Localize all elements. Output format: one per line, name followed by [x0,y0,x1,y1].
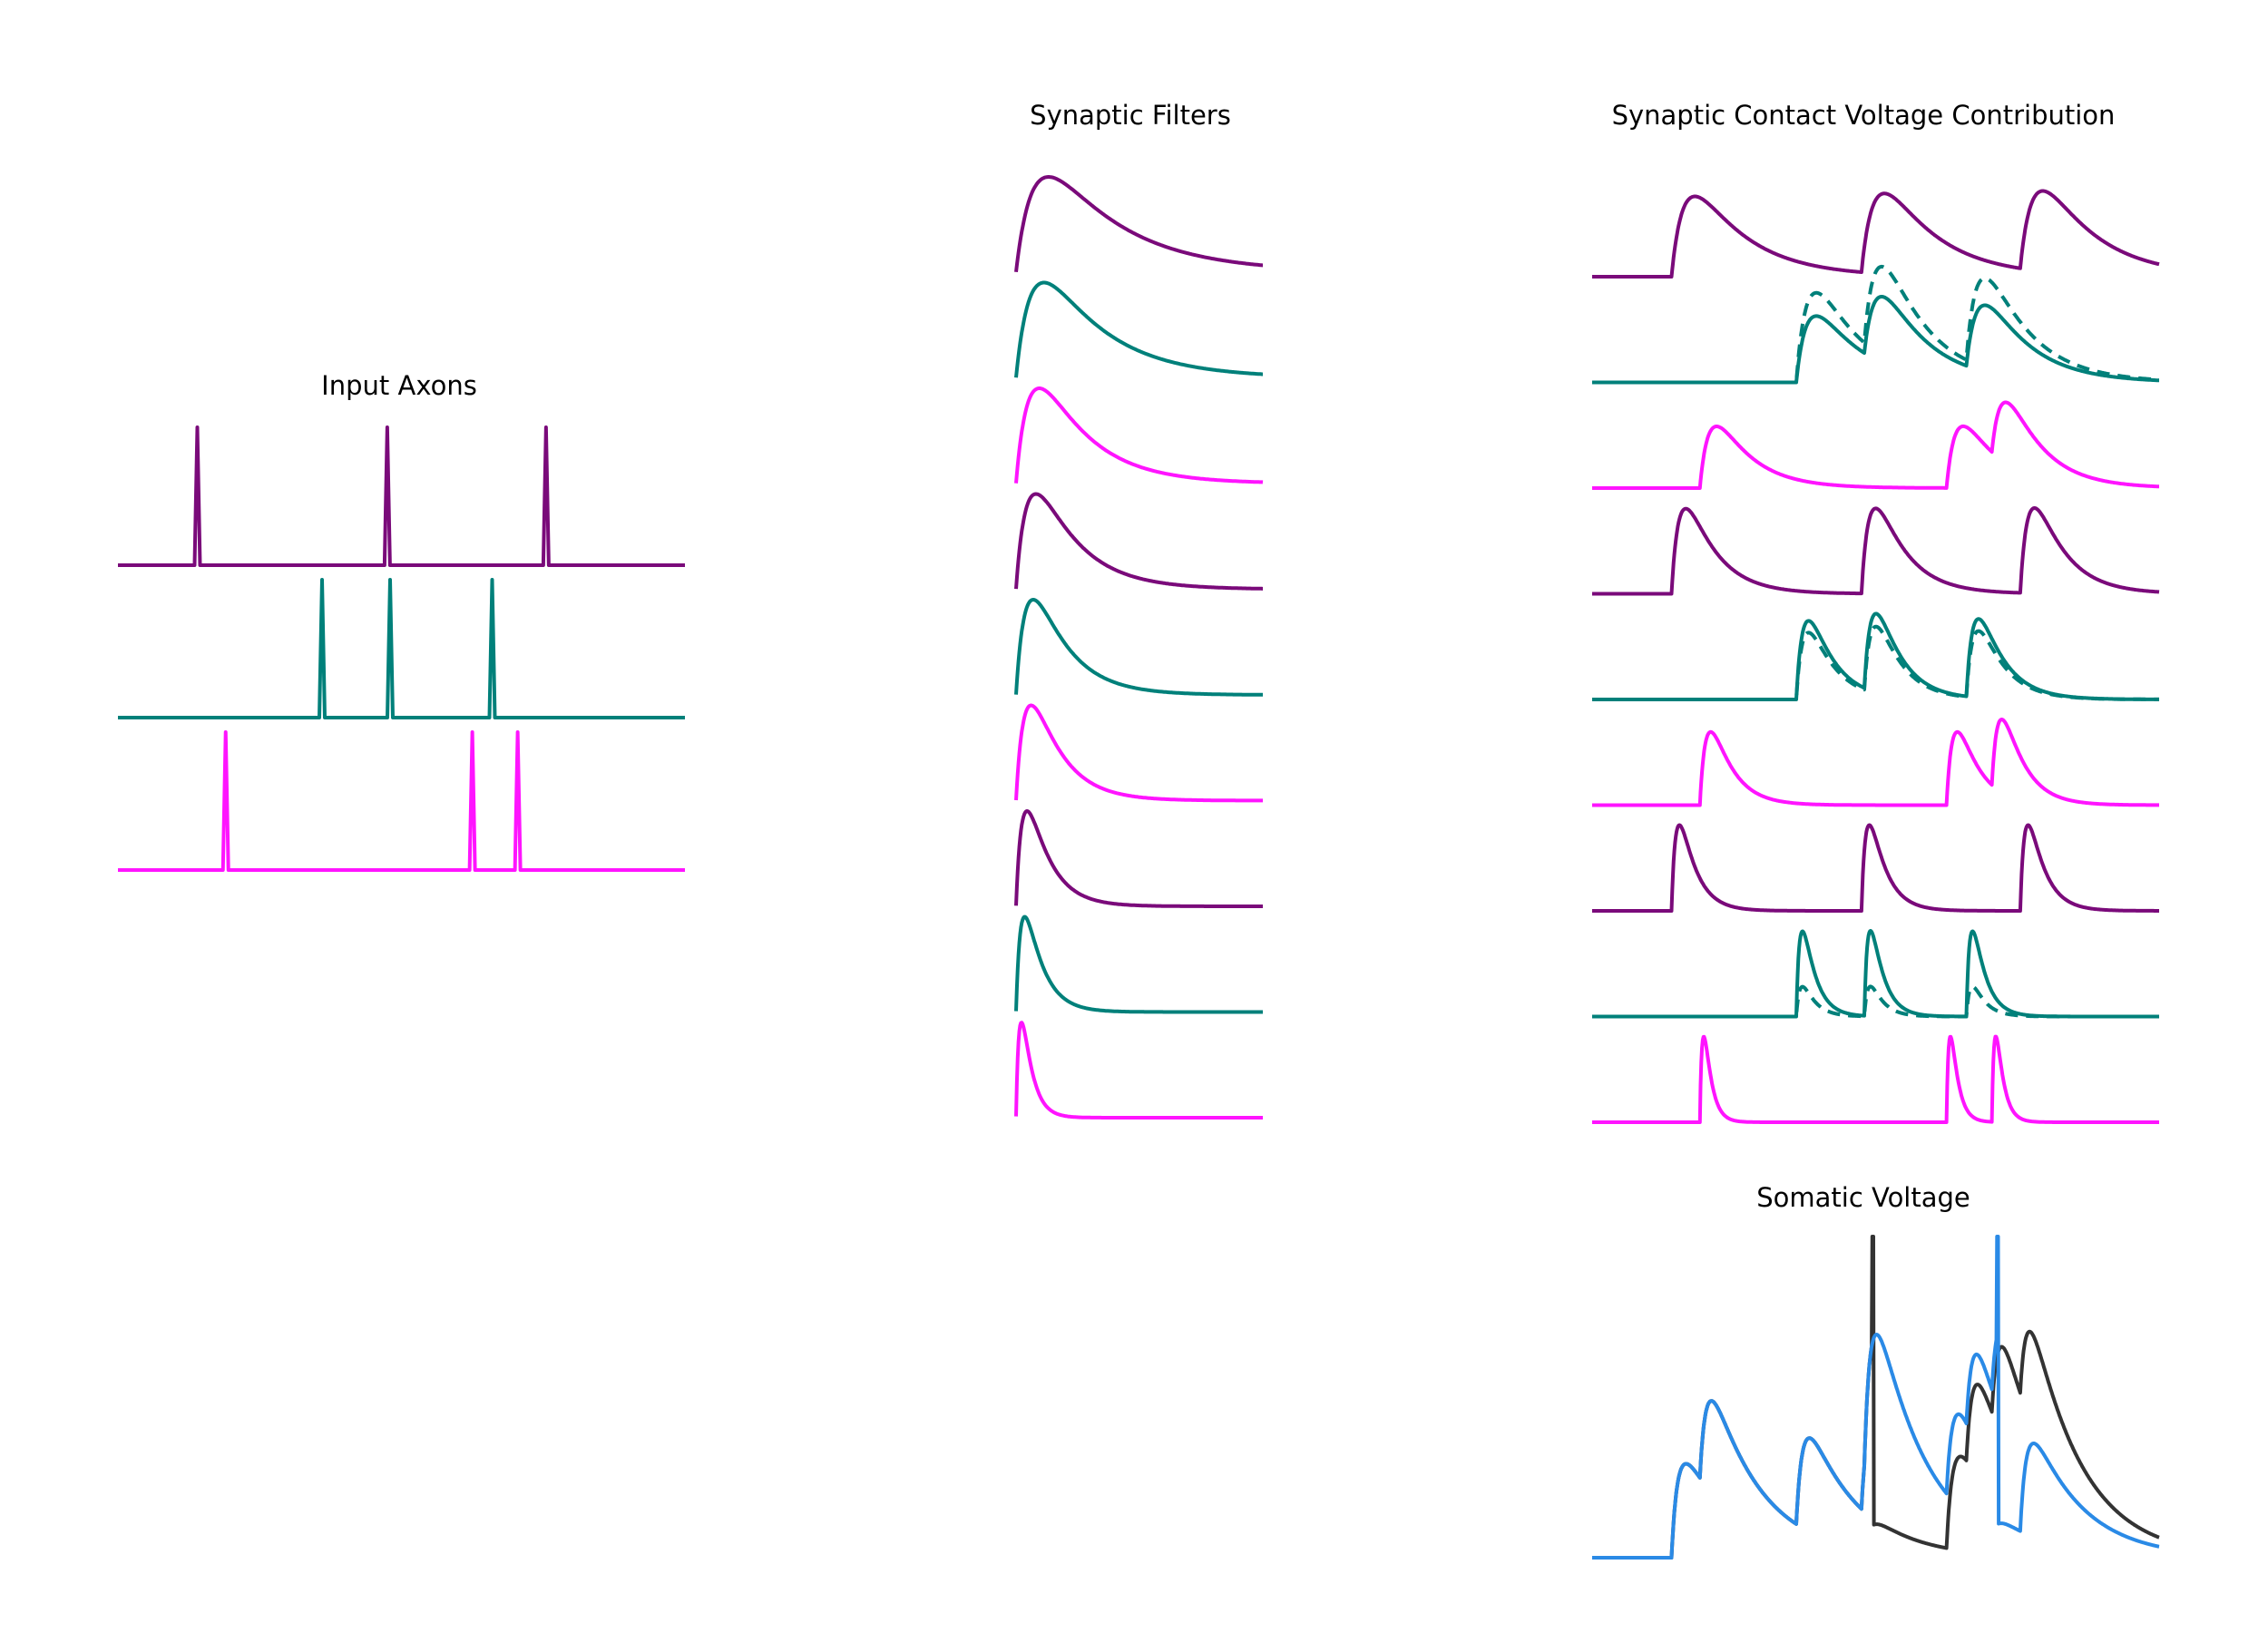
contact-dashed-trace-5 [1590,624,2161,701]
filter-trace-1 [1014,175,1265,273]
contact-trace-9 [1590,1034,2161,1124]
contact-trace-7 [1590,823,2161,913]
contact-voltage-title: Synaptic Contact Voltage Contribution [1612,100,2116,131]
filter-trace-3 [1014,386,1265,484]
filter-trace-6 [1014,703,1265,803]
synaptic-filters-panel [1014,175,1265,1120]
contact-voltage-panel [1590,189,2161,1124]
somatic-voltage-title: Somatic Voltage [1756,1182,1970,1213]
contact-trace-2 [1590,295,2161,385]
axon-trace-3 [118,730,685,872]
contact-dashed-trace-8 [1590,984,2161,1019]
contact-trace-8 [1590,929,2161,1019]
contact-trace-6 [1590,718,2161,807]
contact-trace-1 [1590,189,2161,279]
input-axons-title: Input Axons [321,370,477,401]
axon-trace-2 [118,578,685,719]
filter-trace-9 [1014,1021,1265,1120]
filter-trace-5 [1014,598,1265,697]
filter-trace-2 [1014,280,1265,378]
filter-trace-4 [1014,492,1265,591]
somatic-trace-1 [1590,1235,2161,1560]
somatic-voltage-panel [1590,1235,2161,1560]
contact-dashed-trace-2 [1590,264,2161,385]
filter-trace-8 [1014,914,1265,1014]
axon-trace-1 [118,425,685,567]
somatic-trace-2 [1590,1235,2161,1560]
contact-trace-3 [1590,400,2161,490]
filter-trace-7 [1014,809,1265,908]
contact-trace-4 [1590,506,2161,596]
input-axons-panel [118,425,685,872]
synaptic-filters-title: Synaptic Filters [1030,100,1231,131]
